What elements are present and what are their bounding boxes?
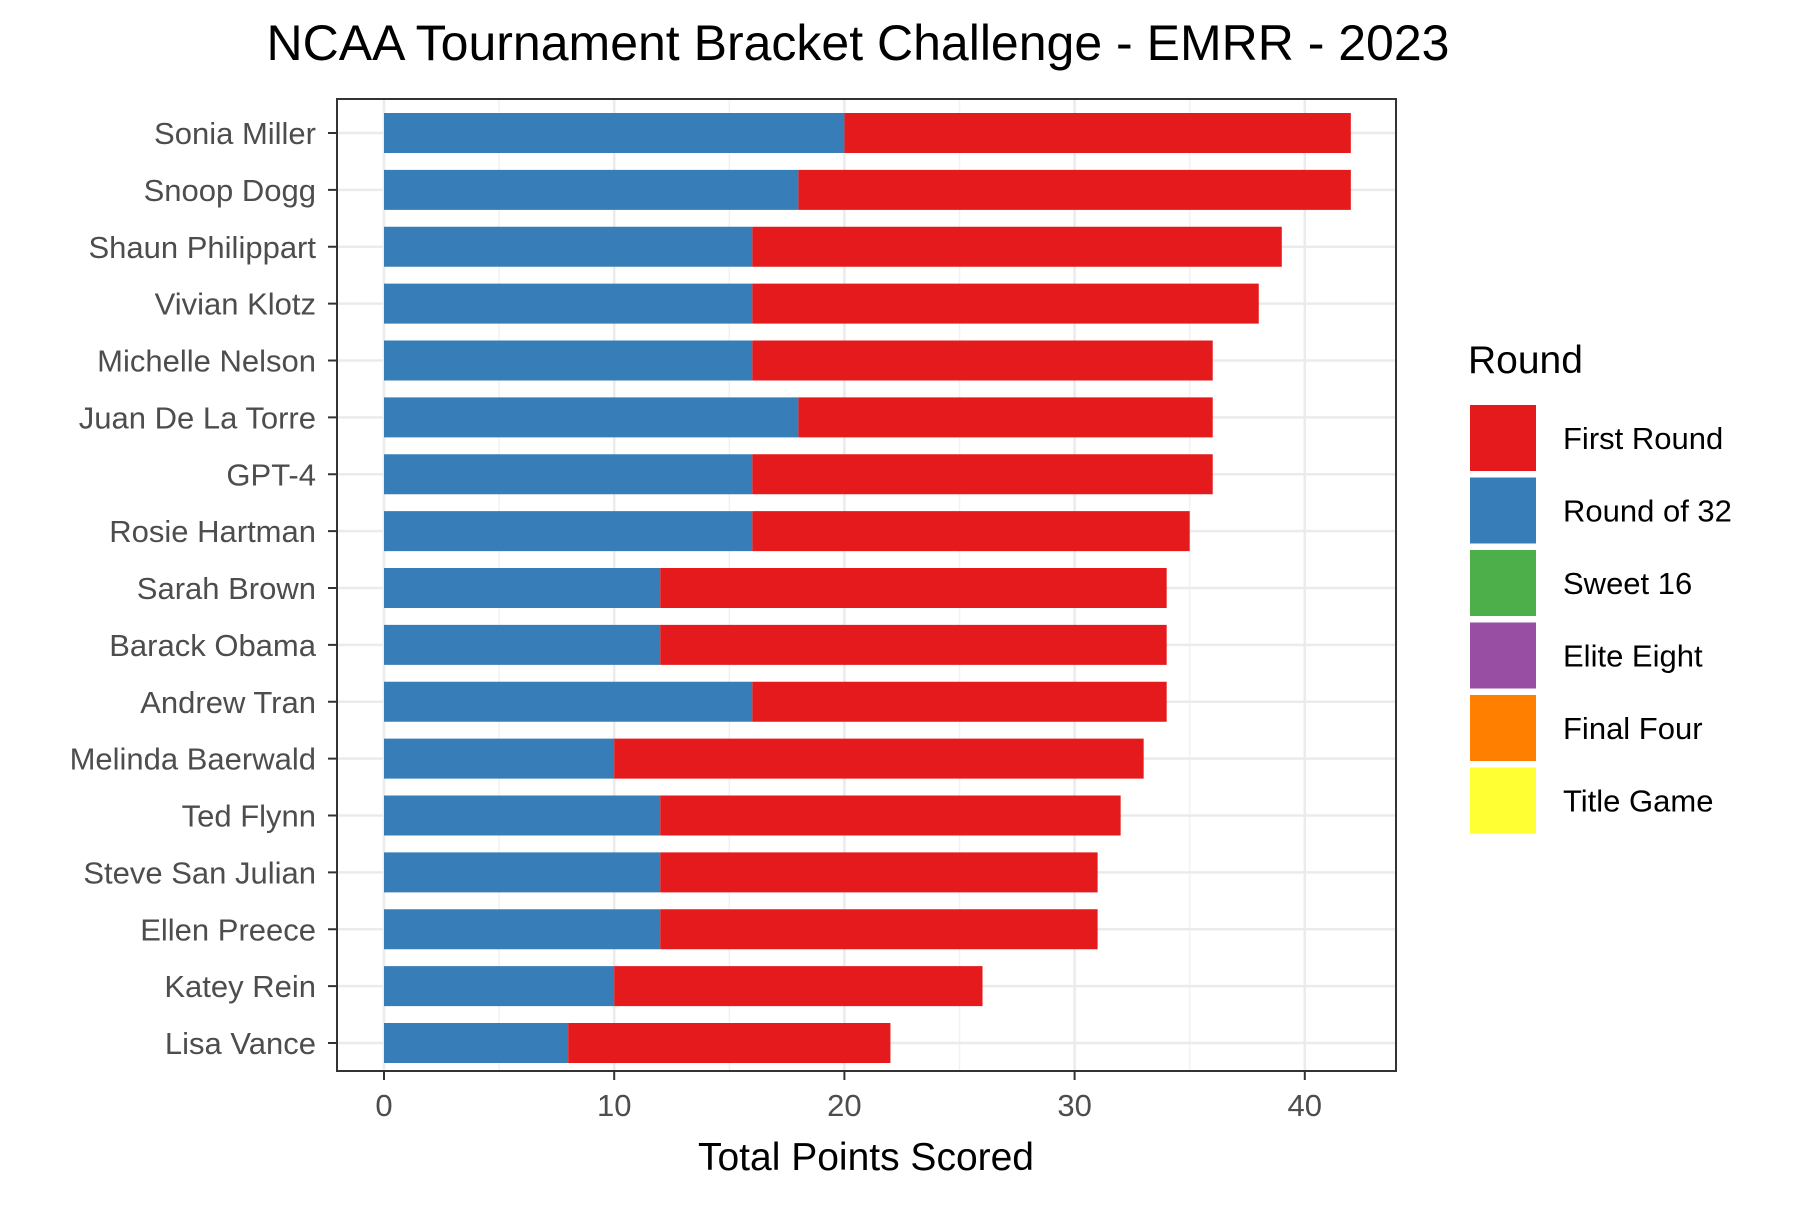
bar-segment-first-round [660,852,1098,893]
bar-segment-first-round [844,113,1351,153]
bar-segment-first-round [752,454,1213,495]
bar-segment-first-round [752,340,1213,381]
legend-label: First Round [1563,421,1723,456]
bars [384,113,1351,1063]
legend-key [1470,477,1536,544]
legend-key [1470,767,1536,834]
y-tick-label: Michelle Nelson [97,344,316,379]
bar-segment-round-of-32 [384,397,799,438]
y-tick-label: Rosie Hartman [109,514,316,549]
bar-segment-round-of-32 [384,226,753,267]
bar-segment-round-of-32 [384,454,753,495]
y-tick-label: Andrew Tran [140,685,316,720]
legend-key [1470,622,1536,689]
y-tick-label: Katey Rein [164,969,316,1004]
y-tick-label: Lisa Vance [165,1026,316,1061]
bar-segment-round-of-32 [384,852,661,893]
legend-key [1470,405,1536,471]
bar-segment-first-round [614,966,983,1007]
bar-segment-first-round [798,169,1351,210]
bar-segment-first-round [660,795,1121,836]
x-tick-label: 40 [1288,1088,1322,1123]
y-tick-label: Sarah Brown [137,571,316,606]
bar-segment-round-of-32 [384,568,661,608]
legend-label: Title Game [1563,784,1713,819]
y-tick-label: Ted Flynn [182,799,316,834]
y-tick-label: Ellen Preece [140,912,316,947]
bar-segment-first-round [752,511,1190,552]
x-axis-title: Total Points Scored [698,1136,1034,1179]
legend-label: Elite Eight [1563,639,1703,674]
y-axis: Sonia Miller Snoop Dogg Shaun Philippart Vi… [70,116,337,1061]
x-tick-label: 20 [827,1088,861,1123]
bar-segment-round-of-32 [384,909,661,950]
bar-segment-round-of-32 [384,966,615,1007]
y-tick-label: Steve San Julian [83,855,316,890]
bar-segment-first-round [660,568,1167,608]
legend: Round First Round Round of 32 Sweet 16 Elit… [1468,339,1732,834]
bar-segment-round-of-32 [384,624,661,665]
legend-label: Round of 32 [1563,494,1732,529]
chart-title: NCAA Tournament Bracket Challenge - EMRR… [267,15,1450,71]
x-tick-label: 30 [1057,1088,1091,1123]
bar-segment-first-round [752,226,1282,267]
bar-segment-first-round [660,624,1167,665]
y-tick-label: Shaun Philippart [89,230,317,265]
bar-segment-round-of-32 [384,283,753,324]
bar-segment-first-round [614,738,1144,779]
bar-segment-first-round [752,681,1167,722]
x-tick-label: 10 [597,1088,631,1123]
legend-label: Sweet 16 [1563,566,1692,601]
bar-segment-first-round [798,397,1213,438]
y-tick-label: GPT-4 [226,457,316,492]
bar-segment-round-of-32 [384,169,799,210]
bar-segment-round-of-32 [384,511,753,552]
bar-segment-round-of-32 [384,681,753,722]
legend-label: Final Four [1563,711,1703,746]
x-tick-label: 0 [375,1088,392,1123]
y-tick-label: Barack Obama [109,628,317,663]
y-tick-label: Snoop Dogg [144,173,316,208]
plot-panel-border [336,98,1397,1072]
y-tick-label: Vivian Klotz [155,287,316,322]
bar-segment-first-round [752,283,1259,324]
legend-key [1470,695,1536,761]
bar-segment-round-of-32 [384,113,845,153]
bar-segment-round-of-32 [384,340,753,381]
legend-key [1470,550,1536,616]
y-tick-label: Sonia Miller [154,116,316,151]
bar-segment-first-round [568,1023,891,1063]
y-tick-label: Melinda Baerwald [70,742,316,777]
bar-segment-round-of-32 [384,738,615,779]
legend-title: Round [1468,339,1583,382]
bar-segment-round-of-32 [384,1023,569,1063]
x-axis: 0 10 20 30 40 [375,1071,1322,1123]
bar-segment-first-round [660,909,1098,950]
y-tick-label: Juan De La Torre [79,400,316,435]
bar-segment-round-of-32 [384,795,661,836]
